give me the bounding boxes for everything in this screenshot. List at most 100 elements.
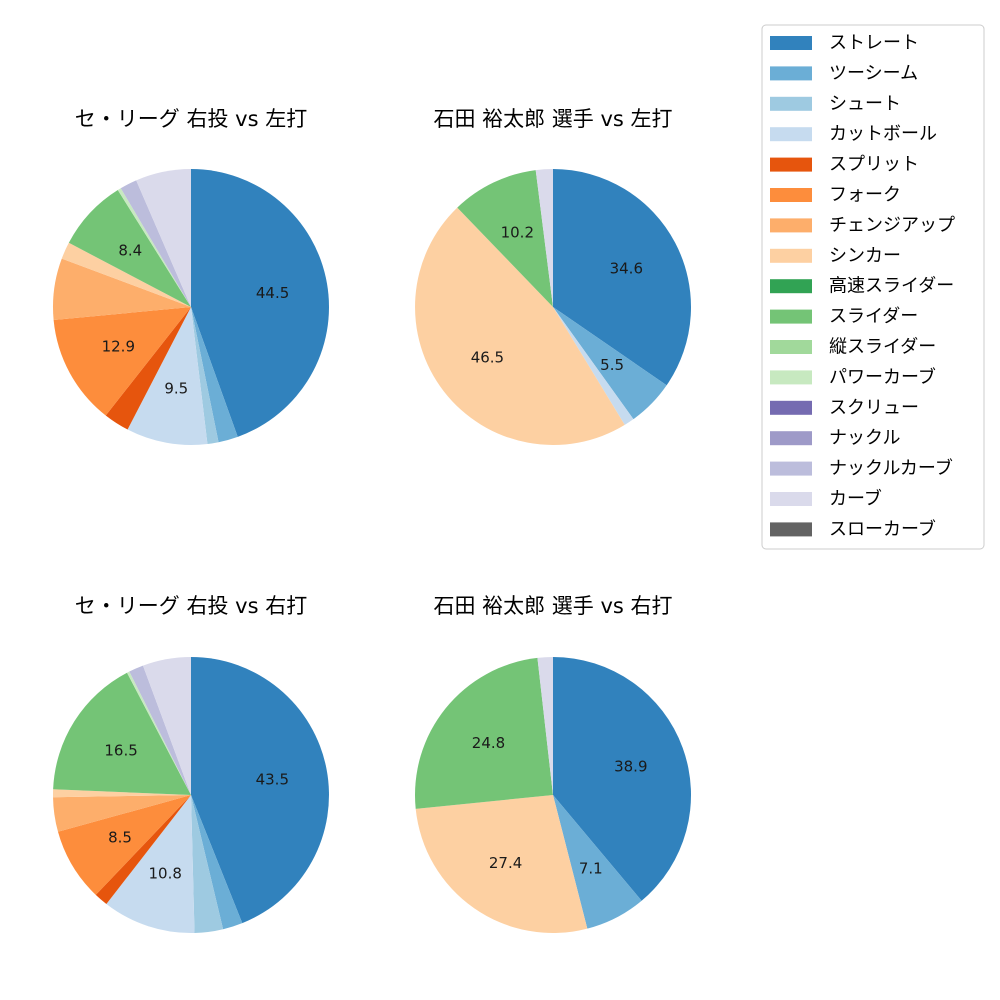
pie-slice <box>415 207 625 445</box>
slice-value-label: 8.5 <box>108 829 132 847</box>
legend-item: フォーク <box>770 185 901 206</box>
pie-slice <box>415 795 588 933</box>
legend-label: シュート <box>829 93 901 114</box>
slice-value-label: 34.6 <box>610 260 643 278</box>
pie-title: セ・リーグ 右投 vs 右打 <box>75 594 307 618</box>
legend-item: カットボール <box>770 124 937 145</box>
legend-item: 高速スライダー <box>770 276 954 297</box>
pie-slice <box>129 665 191 795</box>
pie-slice <box>120 180 191 307</box>
pie-slice <box>61 242 192 307</box>
legend-swatch <box>770 461 812 476</box>
legend-swatch <box>770 218 812 233</box>
legend-label: カットボール <box>829 124 937 145</box>
legend-item: カーブ <box>770 488 882 510</box>
legend-frame <box>761 24 985 550</box>
pie-title: 石田 裕太郎 選手 vs 右打 <box>433 594 672 618</box>
legend-label: ツーシーム <box>829 63 918 84</box>
slice-value-label: 12.9 <box>102 338 135 356</box>
legend-label: チェンジアップ <box>829 215 955 236</box>
pie-slice <box>553 307 634 425</box>
legend-label: ストレート <box>829 33 919 54</box>
legend-label: 高速スライダー <box>829 276 954 297</box>
pie-slice <box>457 170 553 307</box>
slice-value-label: 8.4 <box>118 242 142 260</box>
legend-label: スプリット <box>829 154 919 175</box>
legend-swatch <box>770 431 812 446</box>
legend-item: チェンジアップ <box>770 215 955 236</box>
pie-slice <box>142 657 191 795</box>
legend-label: ナックルカーブ <box>829 457 953 479</box>
legend-swatch <box>770 400 812 415</box>
pie-slice <box>191 657 329 924</box>
pie-slice <box>53 307 191 416</box>
pie-slice <box>117 188 191 307</box>
legend-label: スクリュー <box>829 397 919 418</box>
legend-label: スライダー <box>829 306 918 327</box>
legend-label: スローカーブ <box>829 518 936 540</box>
pie-slice <box>53 789 192 798</box>
pie-slice <box>68 190 191 307</box>
pie-slice <box>191 307 219 445</box>
pie-panel-2: 石田 裕太郎 選手 vs 左打 34.6 5.5 46.5 10.2 <box>415 107 692 445</box>
pie-panel-1: セ・リーグ 右投 vs 左打 44.5 9.5 12.9 8.4 <box>52 107 329 446</box>
pie-slice <box>415 657 553 809</box>
legend-swatch <box>770 522 812 537</box>
pie-slice <box>53 672 192 795</box>
slice-value-label: 16.5 <box>104 742 137 760</box>
pie-slice <box>537 657 553 795</box>
pie-slice <box>126 671 191 795</box>
slice-value-label: 27.4 <box>489 854 522 872</box>
legend-swatch <box>770 248 812 263</box>
legend-swatch <box>770 188 812 202</box>
legend-item: シンカー <box>770 245 901 266</box>
pie-slice <box>53 795 191 832</box>
slice-value-label: 10.8 <box>148 865 181 883</box>
legend-label: シンカー <box>829 245 901 266</box>
legend-label: 縦スライダー <box>829 337 936 358</box>
pie-slice <box>57 795 191 895</box>
slice-value-label: 9.5 <box>164 380 188 398</box>
legend-swatch <box>770 157 812 172</box>
legend-item: パワーカーブ <box>770 366 936 388</box>
pie-slice <box>52 258 191 320</box>
legend-item: ツーシーム <box>770 63 918 84</box>
legend-swatch <box>770 309 812 324</box>
pie-slice <box>553 307 667 420</box>
legend-item: スプリット <box>770 154 919 175</box>
pie-slice <box>191 169 329 437</box>
legend-item: 縦スライダー <box>770 337 936 358</box>
legend-label: フォーク <box>829 185 901 206</box>
slice-value-label: 46.5 <box>471 349 504 367</box>
pie-panel-4: 石田 裕太郎 選手 vs 右打 38.9 7.1 27.4 24.8 <box>415 594 692 933</box>
slice-value-label: 5.5 <box>600 356 624 374</box>
legend-swatch <box>770 340 812 354</box>
legend-swatch <box>770 96 812 111</box>
legend-item: スライダー <box>770 306 918 327</box>
slice-value-label: 38.9 <box>614 758 647 776</box>
legend-item: スクリュー <box>770 397 919 418</box>
slice-value-label: 24.8 <box>472 734 505 752</box>
legend-swatch <box>770 127 812 142</box>
legend-item: スローカーブ <box>770 518 936 540</box>
legend-swatch <box>770 279 812 294</box>
pie-slice <box>535 169 553 307</box>
legend-item: ナックル <box>770 428 900 449</box>
legend-swatch <box>770 492 812 506</box>
pie-slice <box>95 795 191 905</box>
legend-label: カーブ <box>829 488 882 510</box>
slice-value-label: 44.5 <box>256 284 289 302</box>
pie-slice <box>127 307 208 446</box>
slice-value-label: 43.5 <box>256 770 289 788</box>
pie-slice <box>191 307 238 443</box>
legend: ストレートツーシームシュートカットボールスプリットフォークチェンジアップシンカー… <box>761 24 985 550</box>
pie-slice <box>553 795 642 929</box>
pie-slice <box>553 169 692 386</box>
legend-swatch <box>770 370 812 385</box>
pie-panel-3: セ・リーグ 右投 vs 右打 43.5 10.8 8.5 16.5 <box>53 594 329 934</box>
pie-title: 石田 裕太郎 選手 vs 左打 <box>433 107 672 131</box>
legend-item: ストレート <box>770 33 919 54</box>
pie-slice <box>105 307 191 430</box>
legend-item: ナックルカーブ <box>770 457 953 479</box>
